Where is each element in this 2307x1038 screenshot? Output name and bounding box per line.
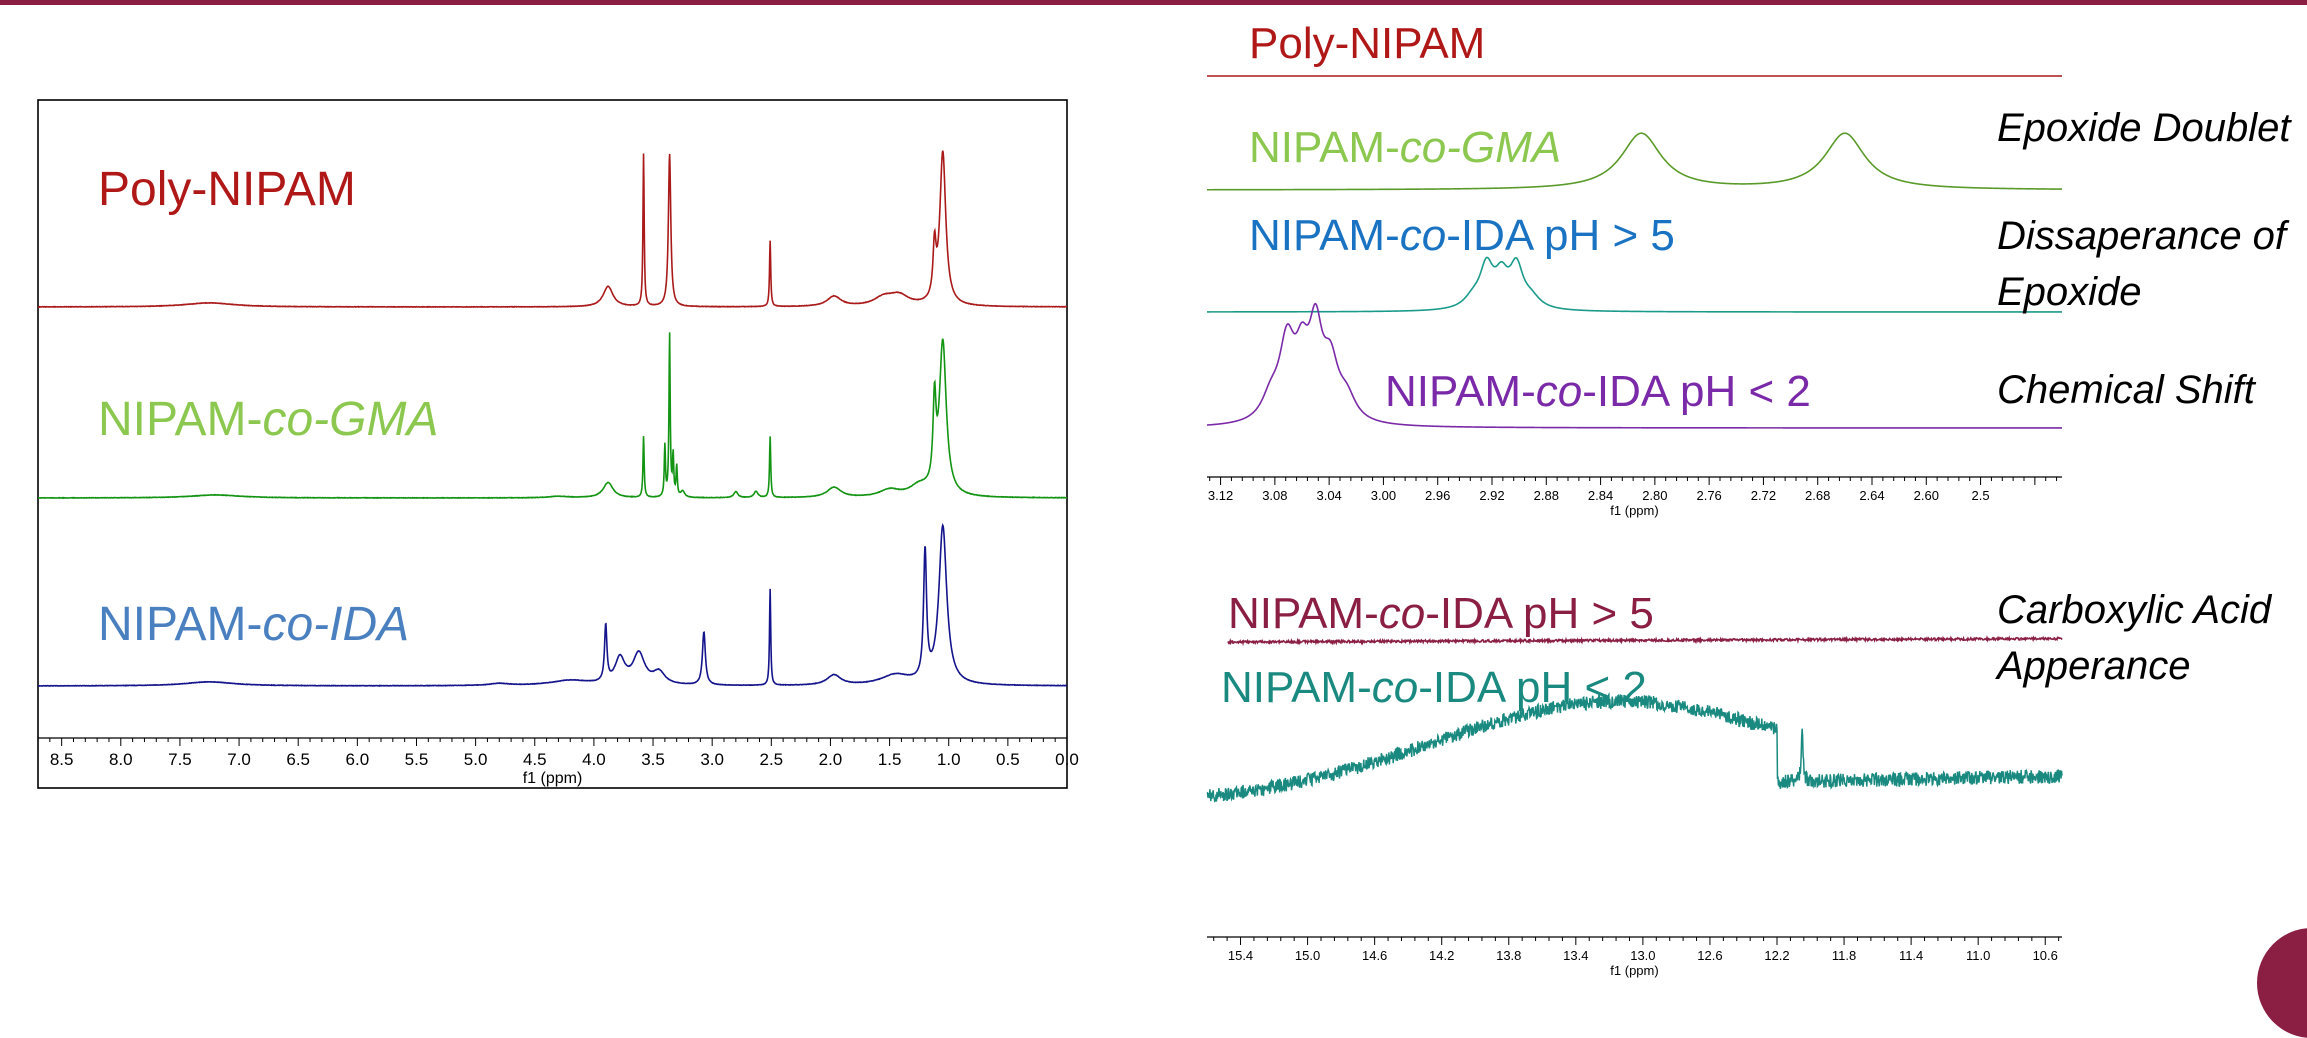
corner-decoration: [2257, 928, 2307, 1038]
tick-label: 11.0: [1966, 948, 1990, 963]
tick-label: 12.2: [1764, 948, 1789, 963]
annotation-epoxide-doublet: Epoxide Doublet: [1997, 106, 2291, 150]
axis-title: f1 (ppm): [1610, 503, 1658, 518]
tick-label: 1.0: [937, 750, 961, 769]
tick-label: 8.0: [109, 750, 133, 769]
series-label-3: NIPAM-co-IDA pH < 2: [1385, 367, 1811, 416]
nmr-chart-carboxylic-region: 15.4 15.0 14.6 14.2 13.8 13.4 13.0 12.6 12.2 11.8…: [1206, 589, 2063, 978]
tick-label: 6.5: [286, 750, 310, 769]
annotation-carboxylic-acid: Carboxylic Acid: [1997, 588, 2272, 632]
tick-label: 1.5: [878, 750, 902, 769]
series-1: [1206, 691, 2063, 803]
tick-label: 3.04: [1316, 488, 1341, 503]
tick-label: 3.00: [1371, 488, 1396, 503]
series-line-3: [1206, 302, 2062, 429]
series-1: [1207, 132, 2062, 191]
tick-label: 12.6: [1697, 948, 1722, 963]
series-line-0: [38, 150, 1067, 309]
tick-label: 0.5: [996, 750, 1020, 769]
series-0: [38, 150, 1067, 309]
series-label-2: NIPAM-co-IDA: [98, 598, 409, 651]
tick-label: 2.76: [1696, 488, 1721, 503]
series-label-0: NIPAM-co-IDA pH > 5: [1228, 589, 1654, 638]
tick-label: 14.2: [1429, 948, 1454, 963]
series-1: [38, 332, 1067, 500]
series-line-1: [38, 332, 1067, 500]
tick-label: 2.92: [1479, 488, 1504, 503]
tick-label: 3.08: [1262, 488, 1287, 503]
tick-label: 11.8: [1832, 948, 1856, 963]
x-axis: 15.4 15.0 14.6 14.2 13.8 13.4 13.0 12.6 12.2 11.8…: [1207, 936, 2062, 978]
tick-label: 7.5: [168, 750, 192, 769]
tick-label: 2.60: [1914, 488, 1939, 503]
series-label-1: NIPAM-co-GMA: [98, 393, 438, 446]
tick-label: 8.5: [50, 750, 74, 769]
tick-label: 2.68: [1805, 488, 1830, 503]
series-line-1: [1206, 691, 2063, 803]
series-label-1: NIPAM-co-GMA: [1249, 123, 1561, 172]
tick-label: 3.0: [700, 750, 724, 769]
tick-label: 2.72: [1751, 488, 1776, 503]
tick-label: 4.5: [523, 750, 547, 769]
tick-label: 15.4: [1228, 948, 1253, 963]
tick-label: 2.88: [1534, 488, 1559, 503]
series-line-0: [1227, 635, 2063, 647]
series-line-2: [38, 523, 1067, 687]
nmr-chart-epoxide-region: 3.12 3.08 3.04 3.00 2.96 2.92 2.88 2.84 2.80 2.76…: [1206, 19, 2062, 518]
tick-label: 2.80: [1642, 488, 1667, 503]
tick-label: 2.5: [759, 750, 783, 769]
series-label-1: NIPAM-co-IDA pH < 2: [1221, 663, 1647, 712]
series-label-0: Poly-NIPAM: [1249, 19, 1485, 68]
series-0: [1227, 635, 2063, 647]
nmr-chart-full-range: 8.5 8.0 7.5 7.0 6.5 6.0 5.5 5.0 4.5 4.0 3.5 3.0 2.5 2…: [37, 99, 1079, 789]
tick-label: 2.64: [1859, 488, 1884, 503]
tick-label: 15.0: [1295, 948, 1320, 963]
series-label-0: Poly-NIPAM: [98, 163, 356, 216]
tick-label: 4.0: [582, 750, 606, 769]
tick-label: 2.0: [819, 750, 843, 769]
tick-label: 13.0: [1630, 948, 1655, 963]
tick-label: 2.5: [1972, 488, 1990, 503]
tick-label: 7.0: [227, 750, 251, 769]
tick-label: 3.12: [1208, 488, 1233, 503]
tick-label: 2.84: [1588, 488, 1613, 503]
series-line-1: [1207, 132, 2062, 191]
series-2: [1207, 256, 2062, 313]
plot-frame: [37, 99, 1068, 789]
tick-label: 6.0: [346, 750, 370, 769]
tick-label: 0.0: [1055, 750, 1079, 769]
series-3: [1206, 302, 2062, 429]
annotation-epoxide: Epoxide: [1997, 270, 2142, 314]
x-axis: 3.12 3.08 3.04 3.00 2.96 2.92 2.88 2.84 2.80 2.76…: [1207, 476, 2062, 518]
series-label-2: NIPAM-co-IDA pH > 5: [1249, 211, 1675, 260]
series-2: [38, 523, 1067, 687]
tick-label: 14.6: [1362, 948, 1387, 963]
annotation-chemical-shift: Chemical Shift: [1997, 368, 2255, 412]
plot-area: [37, 99, 1068, 789]
tick-label: 2.96: [1425, 488, 1450, 503]
tick-label: 3.5: [641, 750, 665, 769]
tick-label: 13.4: [1563, 948, 1588, 963]
annotation-disappearance-of: Dissaperance of: [1997, 214, 2287, 258]
tick-label: 5.5: [405, 750, 429, 769]
tick-label: 5.0: [464, 750, 488, 769]
tick-label: 11.4: [1899, 948, 1923, 963]
x-axis: 8.5 8.0 7.5 7.0 6.5 6.0 5.5 5.0 4.5 4.0 3.5 3.0 2.5 2…: [37, 737, 1079, 787]
series-line-2: [1207, 256, 2062, 313]
tick-label: 13.8: [1496, 948, 1521, 963]
axis-title: f1 (ppm): [1610, 963, 1658, 978]
top-accent-bar: [0, 0, 2307, 5]
axis-title: f1 (ppm): [523, 770, 583, 787]
annotation-apperance: Apperance: [1997, 644, 2191, 688]
tick-label: 10.6: [2033, 948, 2058, 963]
